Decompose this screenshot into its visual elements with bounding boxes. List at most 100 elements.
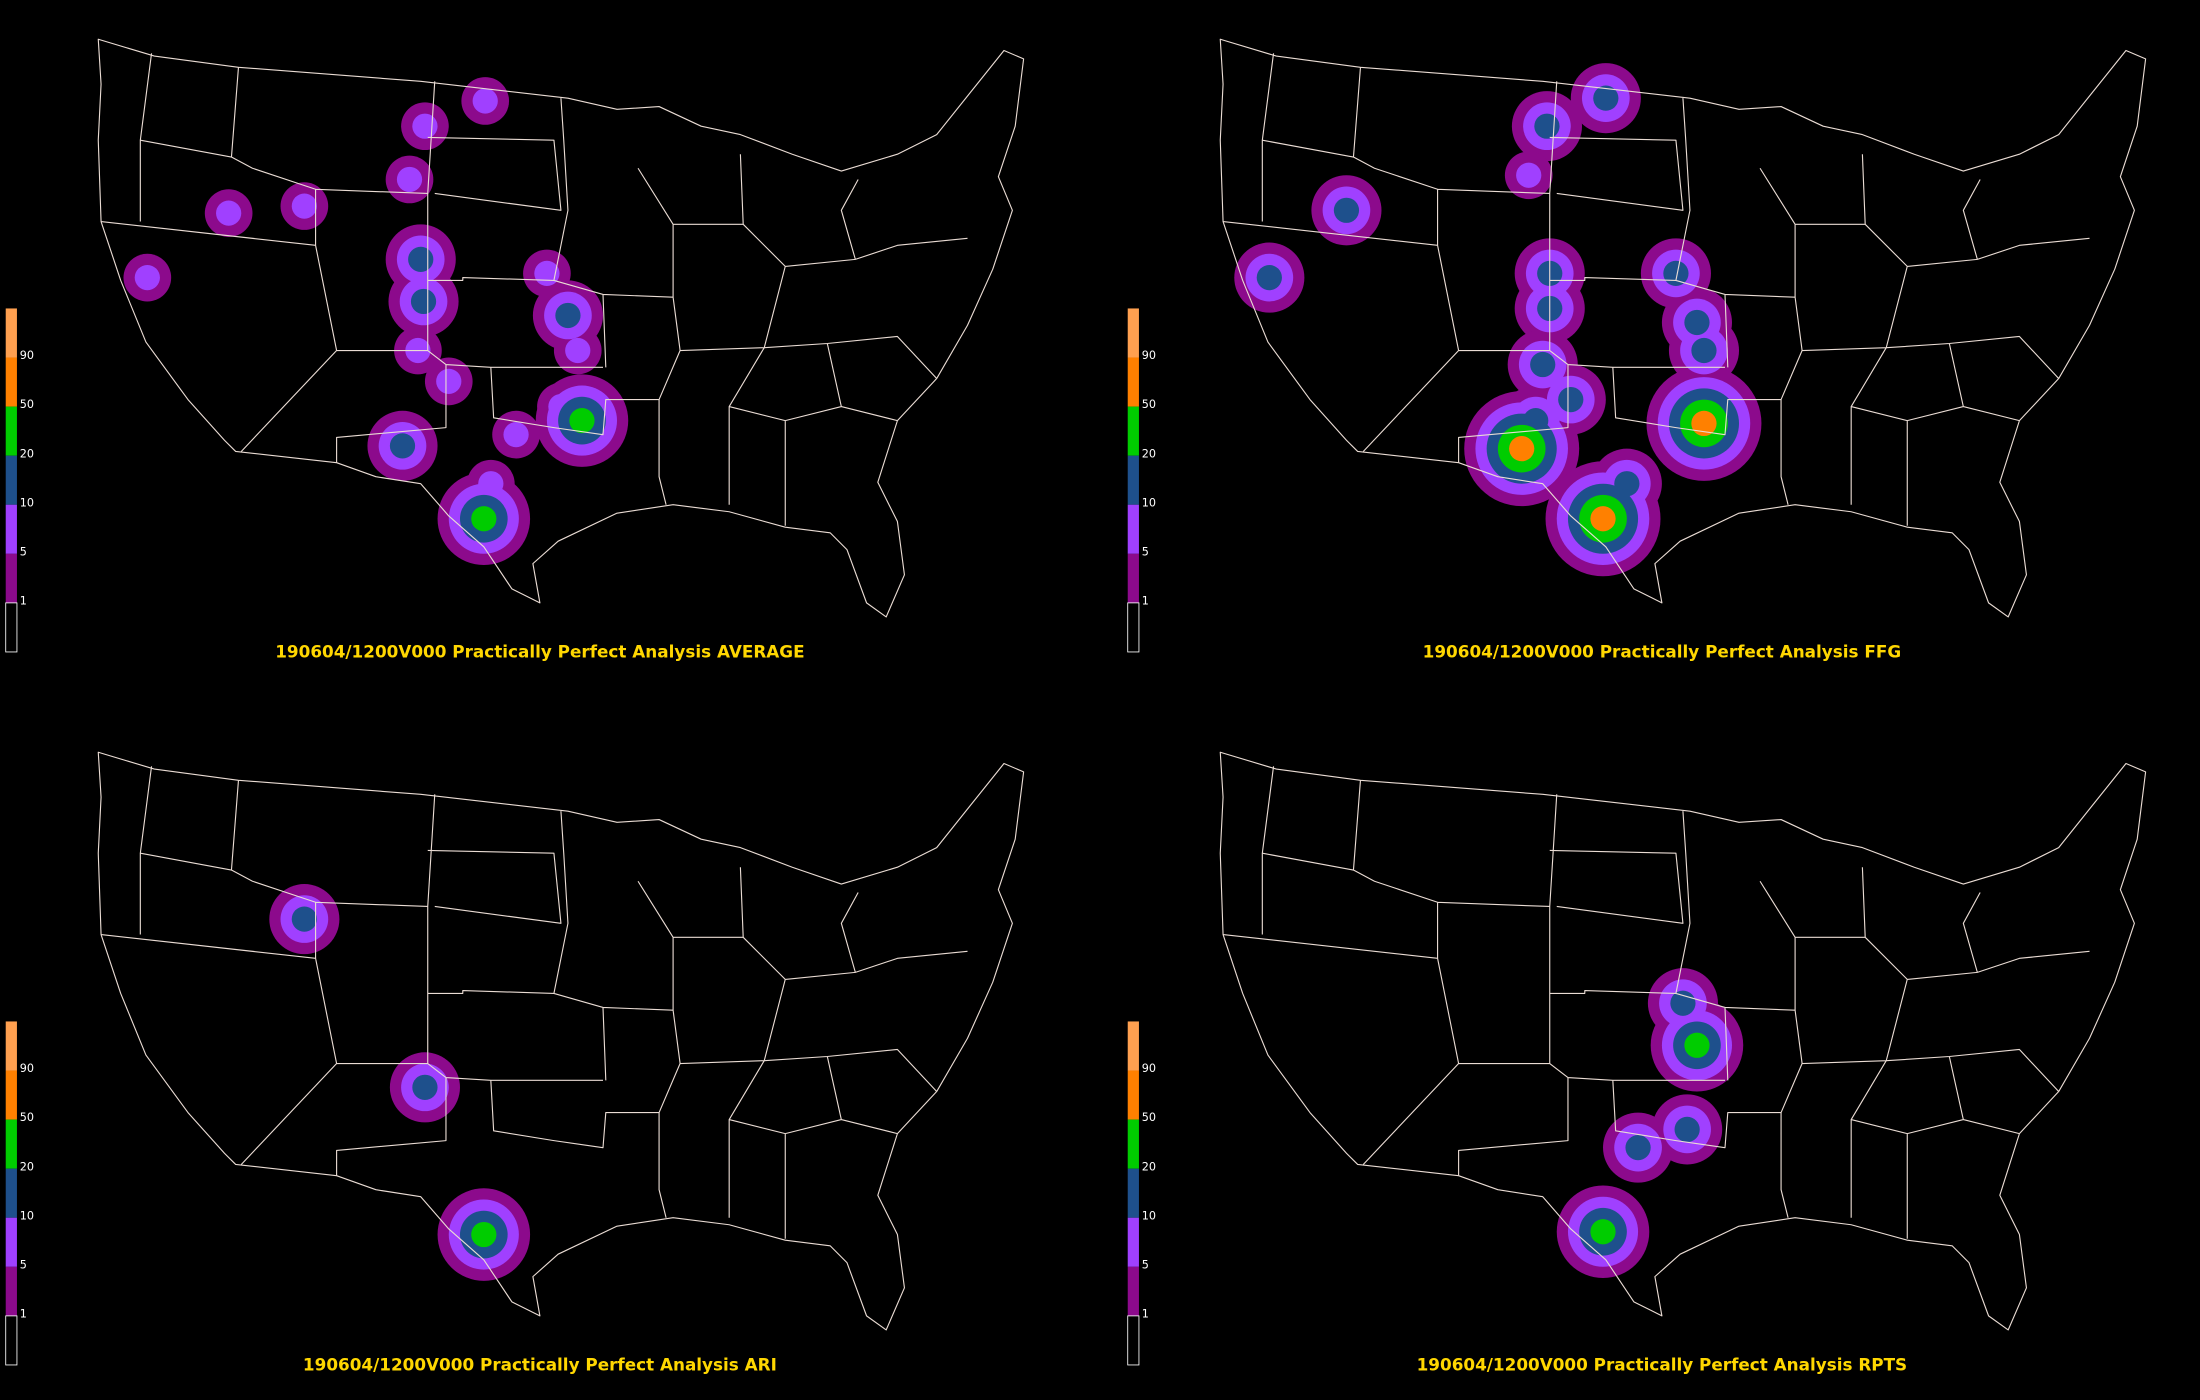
state-borders xyxy=(1223,53,2090,526)
map-panel: 90 50 20 10 5 1 190604/1200V000 Practically Pe… xyxy=(1127,751,2147,1375)
legend-label: 50 xyxy=(20,398,34,411)
state-borders xyxy=(101,766,968,1239)
contour-fill xyxy=(1663,260,1689,287)
legend-label: 90 xyxy=(1142,349,1156,362)
legend-swatch xyxy=(5,308,17,358)
contour-fill xyxy=(1509,436,1535,462)
legend-label: 1 xyxy=(1142,1307,1149,1320)
legend-label: 1 xyxy=(20,594,27,607)
state-borders xyxy=(101,53,968,526)
legend-swatch xyxy=(5,553,17,603)
contour-fill xyxy=(1674,1116,1700,1143)
legend-swatch xyxy=(1127,308,1139,358)
legend-swatch xyxy=(1127,1021,1139,1071)
contour-fill xyxy=(1590,506,1616,532)
legend-label: 20 xyxy=(20,1160,34,1173)
contour-fill xyxy=(436,368,462,394)
contour-fill xyxy=(1691,410,1717,437)
legend-swatch xyxy=(5,602,18,653)
contour-fill xyxy=(1534,113,1560,139)
legend-swatch xyxy=(5,406,17,456)
legend-label: 1 xyxy=(1142,594,1149,607)
legend-swatch xyxy=(5,1217,17,1267)
contour-fill xyxy=(1333,197,1360,223)
legend-swatch xyxy=(5,504,17,554)
legend-swatch xyxy=(1127,1168,1139,1218)
legend-label: 10 xyxy=(1142,496,1156,509)
state-borders xyxy=(1219,38,2147,618)
contour-fill xyxy=(471,506,497,532)
state-borders xyxy=(1223,766,2090,1239)
contour-fill xyxy=(1256,264,1282,291)
state-borders xyxy=(1219,751,2147,1331)
legend-label: 20 xyxy=(1142,447,1156,460)
legend-swatch xyxy=(5,1168,17,1218)
legend-swatch xyxy=(1127,602,1140,653)
state-borders xyxy=(97,38,1025,618)
legend-swatch xyxy=(1127,1119,1139,1169)
legend-label: 50 xyxy=(20,1111,34,1124)
contour-fill xyxy=(291,906,317,932)
panel-title: 190604/1200V000 Practically Perfect Anal… xyxy=(1417,1355,1908,1375)
legend-label: 5 xyxy=(1142,1258,1149,1271)
map-panel: 90 50 20 10 5 1 190604/1200V000 Practically Pe… xyxy=(1127,38,2147,662)
analysis-contours xyxy=(269,884,531,1281)
legend-swatch xyxy=(5,1315,18,1366)
analysis-contours xyxy=(1556,968,1744,1279)
legend-swatch xyxy=(5,455,17,505)
legend-swatch xyxy=(1127,1070,1139,1120)
legend-label: 90 xyxy=(20,349,34,362)
legend-label: 50 xyxy=(1142,398,1156,411)
contour-fill xyxy=(1684,1032,1710,1058)
contour-fill xyxy=(396,166,423,193)
legend-label: 20 xyxy=(1142,1160,1156,1173)
legend-swatch xyxy=(5,1266,17,1316)
analysis-contours xyxy=(1234,63,1762,577)
legend-swatch xyxy=(1127,1266,1139,1316)
legend-swatch xyxy=(1127,553,1139,603)
legend-label: 50 xyxy=(1142,1111,1156,1124)
contour-fill xyxy=(471,1221,497,1248)
contour-fill xyxy=(410,288,437,315)
legend-swatch xyxy=(5,1070,17,1120)
contour-fill xyxy=(555,302,581,329)
contour-fill xyxy=(1684,309,1710,336)
legend-label: 20 xyxy=(20,447,34,460)
contour-fill xyxy=(1691,337,1717,364)
legend-label: 90 xyxy=(1142,1062,1156,1075)
legend-swatch xyxy=(1127,1217,1139,1267)
legend-label: 10 xyxy=(20,496,34,509)
legend-swatch xyxy=(1127,1315,1140,1366)
contour-fill xyxy=(1670,990,1696,1016)
contour-fill xyxy=(472,88,498,114)
contour-fill xyxy=(565,337,591,364)
legend-swatch xyxy=(1127,455,1139,505)
contour-fill xyxy=(1625,1135,1651,1161)
analysis-contours xyxy=(123,77,629,566)
legend-swatch xyxy=(5,1119,17,1169)
contour-fill xyxy=(134,264,160,291)
legend-label: 90 xyxy=(20,1062,34,1075)
contour-fill xyxy=(216,200,242,226)
legend-label: 5 xyxy=(20,545,27,558)
contour-fill xyxy=(291,193,317,219)
legend-label: 1 xyxy=(20,1307,27,1320)
contour-fill xyxy=(1530,351,1556,378)
panel-title: 190604/1200V000 Practically Perfect Anal… xyxy=(1423,642,1902,662)
panel-title: 190604/1200V000 Practically Perfect Anal… xyxy=(275,642,804,662)
contour-fill xyxy=(1516,162,1542,188)
legend-swatch xyxy=(1127,357,1139,407)
contour-fill xyxy=(1593,85,1619,111)
contour-fill xyxy=(408,246,434,272)
contour-fill xyxy=(412,113,438,139)
panel-title: 190604/1200V000 Practically Perfect Anal… xyxy=(303,1355,777,1375)
legend-label: 10 xyxy=(20,1209,34,1222)
map-panel: 90 50 20 10 5 1 190604/1200V000 Practically Pe… xyxy=(5,38,1025,662)
contour-fill xyxy=(1558,386,1584,413)
legend-label: 5 xyxy=(1142,545,1149,558)
legend-swatch xyxy=(1127,504,1139,554)
legend-label: 5 xyxy=(20,1258,27,1271)
state-borders xyxy=(97,751,1025,1331)
map-panel: 90 50 20 10 5 1 190604/1200V000 Practically Pe… xyxy=(5,751,1025,1375)
